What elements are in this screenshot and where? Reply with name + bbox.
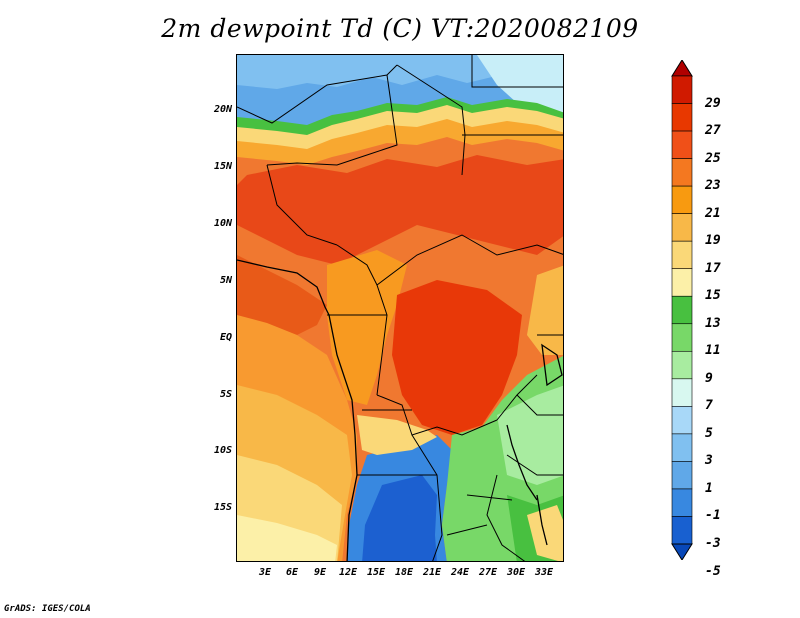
lon-label-33e: 33E xyxy=(534,567,554,578)
cameroon-gabon-region xyxy=(327,250,407,405)
lon-label-9e: 9E xyxy=(313,567,327,578)
atlantic-cream-region xyxy=(237,515,337,561)
sahel-very-humid-region xyxy=(237,155,563,265)
dewpoint-map xyxy=(236,54,564,562)
colorbar-segment xyxy=(671,323,693,352)
colorbar-label: 29 xyxy=(705,95,721,111)
colorbar-segment xyxy=(671,295,693,325)
sahel-orange-band xyxy=(237,119,563,165)
colorbar xyxy=(671,60,693,560)
colorbar-label: 23 xyxy=(705,178,721,194)
colorbar-label: 5 xyxy=(705,425,713,441)
colorbar-label: -3 xyxy=(705,536,721,551)
lake-malawi-outline xyxy=(536,494,548,546)
colorbar-segment xyxy=(671,433,693,462)
colorbar-segment xyxy=(671,350,693,380)
colorbar-segment xyxy=(671,213,693,242)
colorbar-label: 19 xyxy=(705,233,721,249)
colorbar-segment xyxy=(671,130,693,159)
colorbar-label: 1 xyxy=(705,480,713,496)
colorbar-segment xyxy=(671,488,693,517)
colorbar-segment xyxy=(671,461,693,490)
colorbar-label: 11 xyxy=(705,343,721,359)
footer-credit: GrADS: IGES/COLA xyxy=(4,604,91,614)
colorbar-segment xyxy=(671,103,693,132)
colorbar-segment xyxy=(671,378,693,407)
lon-label-27e: 27E xyxy=(478,567,498,578)
map-title: 2m dewpoint Td (C) VT:2020082109 xyxy=(161,14,639,43)
lon-label-24e: 24E xyxy=(450,567,470,578)
sahel-green-band xyxy=(237,97,563,137)
colorbar-label: 27 xyxy=(705,123,721,139)
lat-label-10s: 10S xyxy=(213,445,232,456)
congo-basin-core xyxy=(392,280,522,435)
colorbar-segment xyxy=(671,268,693,297)
lon-label-21e: 21E xyxy=(422,567,442,578)
colorbar-bottom-arrow xyxy=(671,543,693,560)
colorbar-label: 17 xyxy=(705,260,721,276)
coastline xyxy=(237,259,563,561)
colorbar-segment xyxy=(671,516,693,545)
angola-transition-region xyxy=(357,415,437,455)
sahel-yellow-band xyxy=(237,105,563,151)
southern-africa-very-dry-region xyxy=(362,475,437,561)
colorbar-segment xyxy=(671,240,693,270)
lon-label-12e: 12E xyxy=(338,567,358,578)
country-borders xyxy=(237,55,563,561)
lat-label-10n: 10N xyxy=(213,218,232,229)
east-highlands-region xyxy=(527,265,563,355)
sahara-drier-region xyxy=(237,55,563,89)
east-africa-light-green-region xyxy=(497,385,563,485)
lat-label-5n: 5N xyxy=(219,275,232,286)
colorbar-label: 13 xyxy=(705,315,721,331)
lat-label-5s: 5S xyxy=(219,389,232,400)
colorbar-segment xyxy=(671,75,693,104)
dewpoint-field xyxy=(237,55,563,561)
lat-label-20n: 20N xyxy=(213,104,232,115)
colorbar-segment xyxy=(671,158,693,187)
lon-label-15e: 15E xyxy=(366,567,386,578)
lake-tanganyika-outline xyxy=(506,424,538,501)
colorbar-label: 7 xyxy=(705,398,713,414)
colorbar-segment xyxy=(671,406,693,435)
lon-label-6e: 6E xyxy=(285,567,299,578)
colorbar-label: 21 xyxy=(705,205,721,221)
lat-label-15n: 15N xyxy=(213,161,232,172)
colorbar-segment xyxy=(671,185,693,214)
lon-label-18e: 18E xyxy=(394,567,414,578)
lat-label-15s: 15S xyxy=(213,502,232,513)
colorbar-label: 15 xyxy=(705,288,721,304)
mozambique-yellow-region xyxy=(527,505,563,561)
lat-label-eq: EQ xyxy=(219,332,232,343)
colorbar-label: -1 xyxy=(705,508,721,524)
lon-label-3e: 3E xyxy=(258,567,272,578)
colorbar-top-arrow xyxy=(671,60,693,77)
colorbar-label: 25 xyxy=(705,150,721,166)
lon-label-30e: 30E xyxy=(506,567,526,578)
lake-victoria-outline xyxy=(541,343,563,387)
colorbar-label: 9 xyxy=(705,370,713,386)
gulf-coast-region xyxy=(237,255,327,335)
colorbar-label: -5 xyxy=(705,563,721,579)
colorbar-label: 3 xyxy=(705,453,713,469)
